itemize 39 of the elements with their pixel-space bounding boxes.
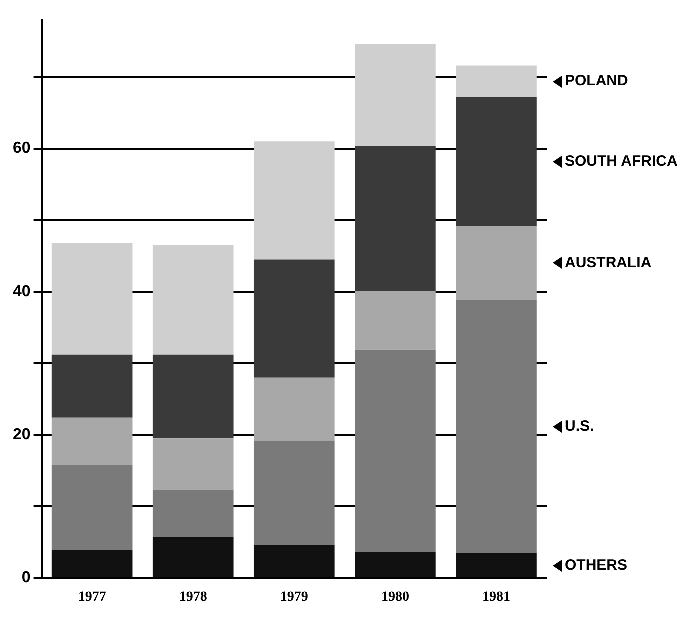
series-label: POLAND: [565, 72, 628, 90]
bar: [456, 553, 537, 578]
x-tick-label: 1981: [482, 590, 510, 606]
bar: [355, 552, 436, 578]
bar: [456, 300, 537, 554]
bar: [152, 490, 234, 538]
series-label: AUSTRALIA: [565, 254, 652, 272]
x-tick-label: 1977: [78, 590, 106, 606]
bar: [152, 537, 234, 578]
y-tick-label: 0: [22, 570, 31, 587]
bar: [254, 440, 335, 546]
x-tick-label: 1979: [280, 590, 308, 606]
bar: [254, 142, 335, 260]
x-tick-label: 1980: [381, 590, 410, 606]
bar: [52, 550, 133, 578]
series-label: U.S.: [565, 418, 594, 435]
bar: [254, 545, 335, 578]
bar: [152, 354, 234, 439]
y-tick-label: 20: [13, 426, 31, 444]
bar: [152, 438, 234, 490]
bar: [355, 350, 436, 552]
bar: [355, 291, 436, 350]
bar: [152, 245, 234, 355]
series-label: OTHERS: [565, 556, 628, 574]
bar: [52, 243, 133, 355]
bar: [254, 378, 335, 441]
bar: [355, 44, 436, 146]
bar: [456, 226, 537, 301]
bar: [52, 418, 133, 466]
bar: [456, 66, 537, 98]
series-label: SOUTH AFRICA: [565, 152, 678, 170]
bar: [355, 146, 436, 292]
bar: [254, 260, 335, 378]
bar: [52, 354, 133, 418]
x-tick-label: 1978: [179, 590, 208, 606]
y-tick-label: 60: [13, 140, 31, 158]
y-tick-label: 40: [13, 283, 31, 300]
bar: [456, 97, 537, 226]
bar: [52, 465, 133, 550]
